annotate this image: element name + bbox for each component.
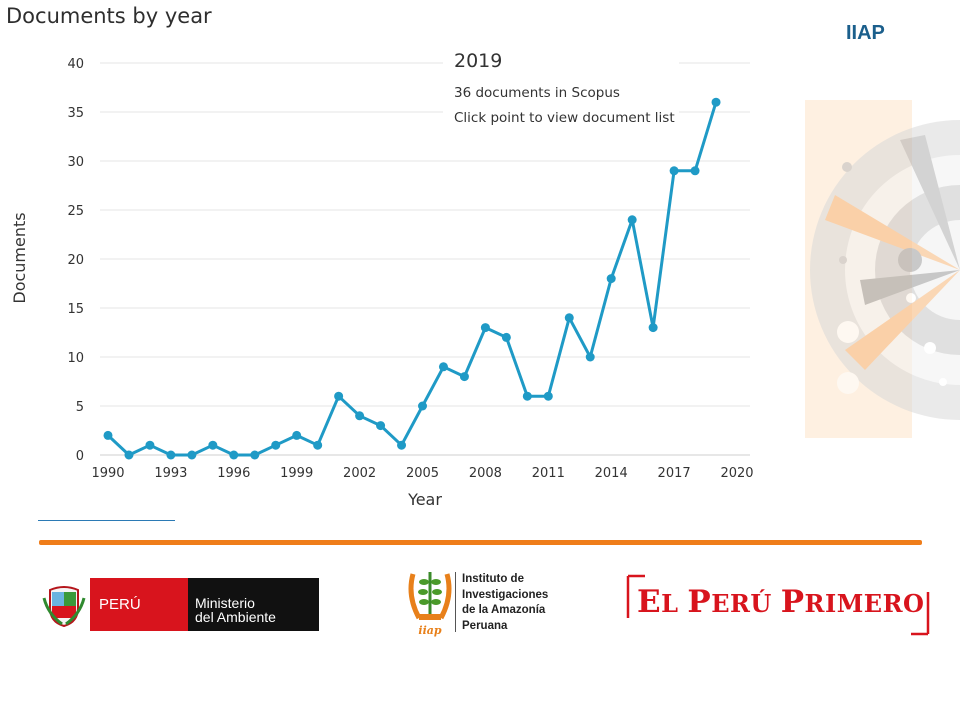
y-tick-label: 15 xyxy=(67,302,84,317)
data-point-2009[interactable] xyxy=(501,332,511,342)
series-line xyxy=(106,101,718,457)
data-point-2003[interactable] xyxy=(376,421,386,431)
y-tick-label: 0 xyxy=(76,449,84,464)
slogan-p3: P xyxy=(687,584,712,620)
data-point-2008[interactable] xyxy=(480,323,490,333)
iiap-separator xyxy=(455,572,456,632)
data-point-2005[interactable] xyxy=(418,401,427,411)
data-point-2000[interactable] xyxy=(313,440,323,450)
data-point-1994[interactable] xyxy=(187,450,197,460)
slogan-p5: P xyxy=(780,584,805,620)
y-tick-label: 35 xyxy=(67,106,84,121)
iiap-emblem-icon: iiap xyxy=(408,572,452,637)
x-tick-label: 1993 xyxy=(154,466,187,481)
iiap-line3: de la Amazonía xyxy=(462,604,546,616)
brand-label: IIAP xyxy=(846,22,885,44)
slogan-p2: L xyxy=(661,589,688,618)
data-point-2004[interactable] xyxy=(397,440,407,450)
y-axis-label: Documents xyxy=(10,212,29,303)
x-tick-label: 2017 xyxy=(658,466,691,481)
slogan-p1: E xyxy=(637,584,662,620)
x-tick-label: 2011 xyxy=(532,466,565,481)
data-point-1999[interactable] xyxy=(292,430,302,440)
chart-title: Documents by year xyxy=(6,4,212,28)
x-axis-label: Year xyxy=(407,490,442,509)
slogan-p4: ERÚ xyxy=(711,589,781,618)
y-tick-label: 20 xyxy=(67,253,84,268)
x-tick-label: 2002 xyxy=(343,466,376,481)
data-point-2002[interactable] xyxy=(355,411,365,421)
data-points xyxy=(103,97,721,460)
x-tick-label: 1996 xyxy=(217,466,250,481)
y-tick-label: 30 xyxy=(67,155,84,170)
slogan-p6: RIMERO xyxy=(804,589,925,618)
x-tick-label: 2014 xyxy=(595,466,628,481)
data-point-1993[interactable] xyxy=(166,450,176,460)
data-point-2016[interactable] xyxy=(648,323,658,333)
x-tick-label: 1990 xyxy=(91,466,124,481)
x-tick-label: 2020 xyxy=(720,466,753,481)
tooltip: 2019 36 documents in Scopus Click point … xyxy=(443,40,679,135)
data-point-2018[interactable] xyxy=(690,166,700,176)
data-point-1992[interactable] xyxy=(145,440,155,450)
divider-short xyxy=(38,520,175,521)
data-point-1998[interactable] xyxy=(271,440,281,450)
data-point-2001[interactable] xyxy=(334,391,344,401)
iiap-line4: Peruana xyxy=(462,619,508,632)
peru-shield-icon xyxy=(42,586,86,628)
iiap-mark: iiap xyxy=(418,624,441,637)
data-point-1997[interactable] xyxy=(250,450,260,460)
y-tick-label: 5 xyxy=(76,400,84,415)
data-point-2011[interactable] xyxy=(543,391,553,401)
decorative-graphic xyxy=(805,100,960,438)
data-point-1991[interactable] xyxy=(124,450,134,460)
data-point-2015[interactable] xyxy=(627,215,637,225)
data-point-1990[interactable] xyxy=(103,430,113,440)
data-point-2017[interactable] xyxy=(669,166,679,176)
tooltip-hint: Click point to view document list xyxy=(454,110,675,126)
x-tick-label: 2008 xyxy=(469,466,502,481)
ministerio-line1: Ministerio xyxy=(195,595,255,611)
data-point-2007[interactable] xyxy=(459,372,469,382)
data-point-2014[interactable] xyxy=(606,274,616,284)
data-point-1996[interactable] xyxy=(229,450,239,460)
tooltip-year: 2019 xyxy=(454,50,502,72)
ministerio-label: Ministerio del Ambiente xyxy=(188,578,319,631)
iiap-name: Instituto de Investigaciones de la Amazo… xyxy=(462,572,548,634)
y-tick-label: 10 xyxy=(67,351,84,366)
x-axis-ticks: 1990 1993 1996 1999 2002 2005 2008 2011 2014 2017… xyxy=(91,466,753,481)
line-chart: 0 5 10 15 20 25 30 35 40 1990 1993 1996 1999 2002 200… xyxy=(10,40,754,509)
iiap-line2: Investigaciones xyxy=(462,588,549,601)
y-axis-ticks: 0 5 10 15 20 25 30 35 40 xyxy=(67,57,84,464)
el-peru-primero-logo: EL PERÚ PRIMERO xyxy=(625,572,931,636)
data-point-2006[interactable] xyxy=(438,362,448,372)
minam-logo: PERÚ Ministerio del Ambiente xyxy=(42,578,319,631)
iiap-line1: Instituto de xyxy=(462,573,524,585)
data-point-2012[interactable] xyxy=(564,313,574,323)
divider-orange xyxy=(39,540,922,545)
y-tick-label: 25 xyxy=(67,204,84,219)
ministerio-line2: del Ambiente xyxy=(195,609,276,625)
x-tick-label: 2005 xyxy=(406,466,439,481)
peru-label: PERÚ xyxy=(90,578,188,631)
x-tick-label: 1999 xyxy=(280,466,313,481)
logo-frame xyxy=(626,574,930,636)
data-point-2019[interactable] xyxy=(711,97,721,107)
data-point-2013[interactable] xyxy=(585,352,595,362)
data-point-2010[interactable] xyxy=(522,391,532,401)
slogan-text: EL PERÚ PRIMERO xyxy=(637,584,924,620)
data-point-1995[interactable] xyxy=(208,440,218,450)
tooltip-count: 36 documents in Scopus xyxy=(454,85,620,101)
y-tick-label: 40 xyxy=(67,57,84,72)
